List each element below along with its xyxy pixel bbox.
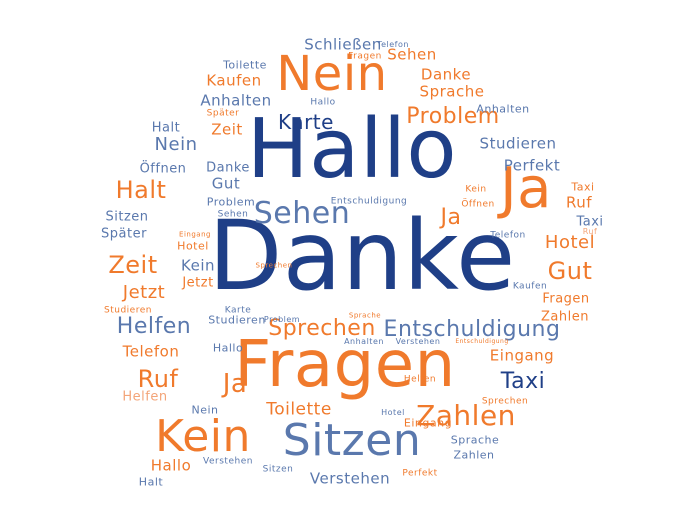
word: Ruf: [137, 365, 179, 393]
word: Entschuldigung: [330, 196, 408, 207]
word: Problem: [406, 104, 500, 129]
word: Zahlen: [453, 448, 495, 462]
word: Nein: [154, 134, 198, 155]
word: Hotel: [544, 232, 596, 253]
word: Halt: [138, 475, 164, 489]
word: Sehen: [253, 196, 351, 231]
word: Zeit: [211, 120, 243, 139]
word: Zahlen: [416, 399, 516, 432]
word: Sprache: [348, 311, 382, 320]
word: Hallo: [150, 456, 192, 475]
word: Kaufen: [206, 71, 262, 90]
word: Kein: [465, 184, 487, 195]
word: Ja: [440, 205, 462, 230]
word: Öffnen: [139, 161, 187, 177]
word: Verstehen: [309, 469, 391, 488]
word: Kaufen: [512, 281, 548, 292]
word: Taxi: [500, 369, 546, 394]
word: Perfekt: [503, 156, 561, 175]
word: Problem: [263, 315, 301, 324]
word: Nein: [276, 46, 388, 102]
word: Sprechen: [255, 261, 293, 270]
word: Sehen: [217, 209, 249, 220]
word: Sitzen: [105, 209, 149, 225]
word: Schließen: [304, 35, 382, 54]
word: Eingang: [489, 346, 555, 365]
word: Hallo: [212, 341, 244, 355]
word: Ja: [222, 369, 248, 399]
word: Toilette: [266, 399, 332, 420]
word: Perfekt: [402, 468, 438, 479]
word: Kein: [181, 256, 215, 275]
word: Gut: [211, 174, 241, 193]
word: Sitzen: [262, 464, 294, 475]
word: Helfen: [403, 374, 437, 385]
word: Jetzt: [182, 275, 214, 291]
word: Später: [101, 226, 147, 242]
word: Karte: [224, 305, 252, 316]
word: Problem: [206, 195, 256, 209]
word: Sprechen: [268, 316, 376, 341]
word: Fragen: [348, 51, 382, 62]
word: Anhalten: [344, 337, 384, 346]
word: Zahlen: [541, 309, 589, 325]
word: Hallo: [310, 97, 336, 108]
word: Hotel: [177, 239, 209, 253]
word: Gut: [547, 257, 593, 285]
word: Fragen: [234, 328, 456, 402]
word: Halt: [115, 176, 167, 204]
word: Sprechen: [481, 396, 529, 407]
word: Helfen: [122, 389, 168, 405]
word: Ja: [500, 156, 552, 221]
word: Ruf: [582, 227, 598, 236]
word: Telefon: [377, 40, 409, 49]
word: Verstehen: [203, 456, 253, 467]
word: Telefon: [122, 342, 180, 361]
word: Entschuldigung: [455, 338, 509, 345]
word: Halt: [151, 120, 181, 136]
word: Taxi: [576, 214, 604, 230]
word: Danke: [420, 65, 472, 84]
word: Hotel: [381, 408, 405, 417]
word: Anhalten: [200, 91, 272, 110]
word: Studieren: [104, 305, 152, 316]
word: Toilette: [223, 58, 267, 72]
word: Nein: [191, 403, 219, 417]
word: Hallo: [246, 102, 458, 197]
word: Ruf: [565, 193, 593, 212]
word: Sprache: [450, 433, 500, 447]
word: Helfen: [116, 314, 192, 339]
word: Karte: [278, 110, 334, 134]
word: Eingang: [179, 230, 211, 239]
word: Studieren: [479, 134, 557, 153]
word: Danke: [208, 200, 516, 312]
word: Studieren: [208, 313, 266, 327]
word: Telefon: [490, 230, 526, 241]
word: Verstehen: [395, 337, 441, 346]
word: Später: [206, 108, 240, 119]
word: Jetzt: [122, 282, 166, 303]
word: Danke: [206, 160, 250, 176]
word: Entschuldigung: [383, 317, 561, 342]
word: Fragen: [542, 291, 590, 307]
word: Kein: [155, 411, 251, 462]
word: Sehen: [387, 45, 437, 64]
word: Anhalten: [476, 102, 530, 116]
word: Öffnen: [461, 199, 495, 210]
word: Sitzen: [282, 415, 422, 466]
word: Taxi: [571, 180, 595, 194]
word: Zeit: [108, 251, 158, 279]
word: Sprache: [419, 82, 485, 101]
word: Eingang: [403, 416, 453, 430]
